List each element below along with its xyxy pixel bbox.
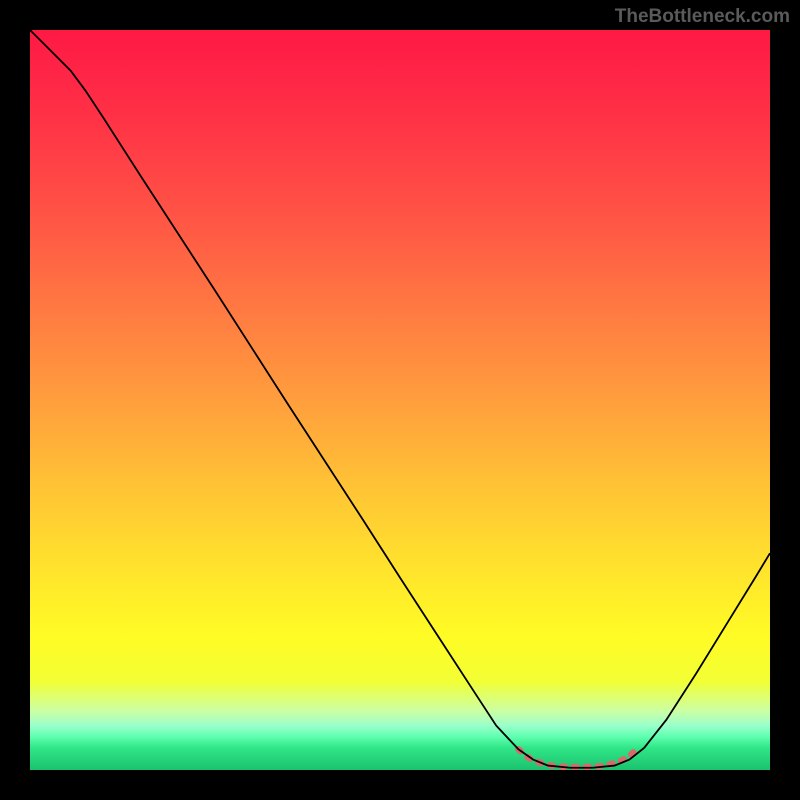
chart-svg — [30, 30, 770, 770]
chart-plot-area — [30, 30, 770, 770]
gradient-background — [30, 30, 770, 770]
watermark-text: TheBottleneck.com — [615, 6, 790, 28]
